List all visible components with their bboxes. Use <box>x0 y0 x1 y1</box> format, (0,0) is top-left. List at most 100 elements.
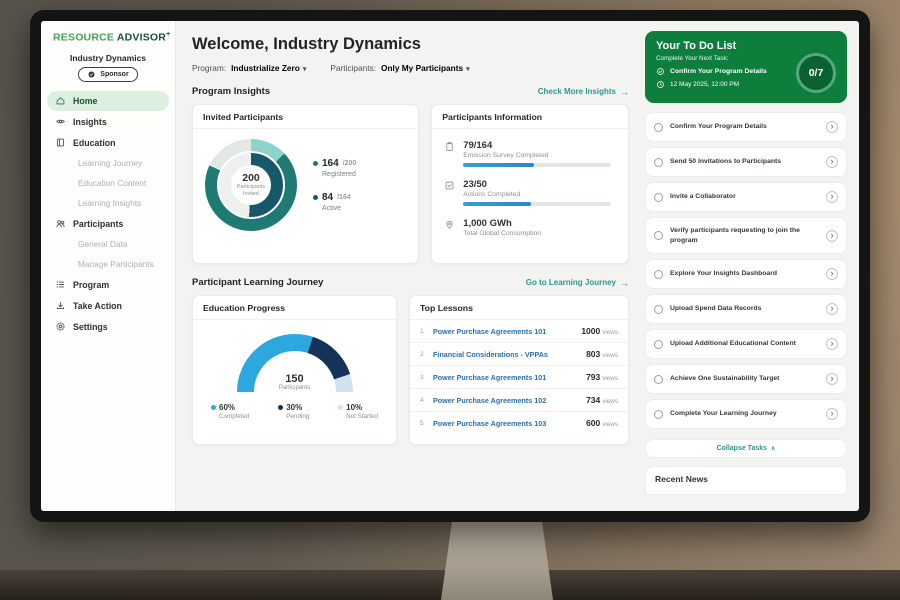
donut-center-value: 200 <box>242 172 260 184</box>
task-checkbox[interactable] <box>654 193 663 202</box>
task-checkbox[interactable] <box>654 340 663 349</box>
sidebar-item-manage-participants[interactable]: Manage Participants <box>47 255 169 274</box>
task-checkbox[interactable] <box>654 270 663 279</box>
chevron-down-icon <box>303 63 307 73</box>
lesson-link[interactable]: Power Purchase Agreements 101 <box>433 373 579 382</box>
sidebar-item-take-action[interactable]: Take Action <box>47 296 169 316</box>
insights-icon <box>55 116 66 127</box>
task-checkbox[interactable] <box>654 305 663 314</box>
sidebar-item-education[interactable]: Education <box>47 133 169 153</box>
task-checkbox[interactable] <box>654 158 663 167</box>
todo-panel: Your To Do List Complete Your Next Task:… <box>643 21 859 511</box>
task-chevron-icon[interactable] <box>826 230 838 242</box>
lesson-link[interactable]: Power Purchase Agreements 102 <box>433 396 579 405</box>
legend-pct: 30% <box>286 403 302 412</box>
card-title: Education Progress <box>193 296 396 320</box>
task-chevron-icon[interactable] <box>826 268 838 280</box>
go-to-learning-journey-link[interactable]: Go to Learning Journey <box>526 278 629 288</box>
donut-center: 200 Participants Invited <box>231 165 271 205</box>
legend-total: /164 <box>337 194 351 201</box>
sidebar-item-program[interactable]: Program <box>47 275 169 295</box>
legend-dot <box>278 405 283 410</box>
arrow-right-icon <box>620 87 629 97</box>
task-item[interactable]: Upload Spend Data Records <box>645 294 847 324</box>
sidebar-item-education-content[interactable]: Education Content <box>47 174 169 193</box>
sidebar-item-label: Learning Insights <box>78 198 141 208</box>
gauge-legend: 60% Completed 30% Pending 10% Not Starte… <box>203 403 386 420</box>
filter-bar: Program: Industrialize Zero Participants… <box>192 63 629 73</box>
task-checkbox[interactable] <box>654 410 663 419</box>
gauge-legend-pending: 30% Pending <box>278 403 309 420</box>
legend-dot <box>338 405 343 410</box>
collapse-tasks-button[interactable]: Collapse Tasks <box>645 439 847 458</box>
task-item[interactable]: Explore Your Insights Dashboard <box>645 259 847 289</box>
stat-value: 79/164 <box>463 140 611 151</box>
sponsor-label: Sponsor <box>100 71 128 78</box>
participants-filter-label: Participants: <box>330 63 376 73</box>
task-checkbox[interactable] <box>654 123 663 132</box>
sidebar-item-learning-journey[interactable]: Learning Journey <box>47 154 169 173</box>
lesson-rank: 4 <box>420 397 426 404</box>
legend-dot <box>313 195 318 200</box>
sidebar-item-participants[interactable]: Participants <box>47 214 169 234</box>
legend-value: 164 <box>322 158 339 169</box>
views-suffix: views <box>602 375 618 382</box>
sidebar-item-label: General Data <box>78 239 127 249</box>
views-suffix: views <box>602 398 618 405</box>
check-more-insights-link[interactable]: Check More Insights <box>538 87 629 97</box>
education-icon <box>55 137 66 148</box>
legend-active: 84 /164 Active <box>313 192 356 212</box>
card-title: Participants Information <box>432 105 628 129</box>
lesson-rank: 3 <box>420 374 426 381</box>
task-item[interactable]: Confirm Your Program Details <box>645 112 847 142</box>
task-item[interactable]: Send 50 Invitations to Participants <box>645 147 847 177</box>
location-pin-icon <box>444 219 455 230</box>
lesson-link[interactable]: Financial Considerations - VPPAs <box>433 350 579 359</box>
task-checkbox[interactable] <box>654 231 663 240</box>
main-content: Welcome, Industry Dynamics Program: Indu… <box>176 21 643 511</box>
lesson-link[interactable]: Power Purchase Agreements 101 <box>433 327 574 336</box>
task-checkbox[interactable] <box>654 375 663 384</box>
stat-label: Actions Completed <box>463 191 611 198</box>
home-icon <box>55 95 66 106</box>
legend-label: Not Started <box>346 413 378 420</box>
sidebar-item-label: Home <box>73 96 97 106</box>
task-chevron-icon[interactable] <box>826 156 838 168</box>
sponsor-badge: Sponsor <box>78 67 137 82</box>
link-label: Check More Insights <box>538 87 616 96</box>
participants-select-value: Only My Participants <box>381 63 463 73</box>
task-chevron-icon[interactable] <box>826 338 838 350</box>
sidebar-item-insights[interactable]: Insights <box>47 112 169 132</box>
participants-select[interactable]: Only My Participants <box>381 63 470 73</box>
sidebar-item-label: Education <box>73 138 116 148</box>
task-item[interactable]: Upload Additional Educational Content <box>645 329 847 359</box>
task-label: Achieve One Sustainability Target <box>670 374 819 384</box>
program-icon <box>55 279 66 290</box>
task-label: Invite a Collaborator <box>670 192 819 202</box>
legend-total: /200 <box>343 160 357 167</box>
task-label: Send 50 Invitations to Participants <box>670 157 819 167</box>
lesson-views: 734views <box>586 395 618 405</box>
task-chevron-icon[interactable] <box>826 408 838 420</box>
recent-news-header: Recent News <box>645 466 847 495</box>
task-chevron-icon[interactable] <box>826 303 838 315</box>
legend-registered: 164 /200 Registered <box>313 158 356 178</box>
task-chevron-icon[interactable] <box>826 121 838 133</box>
sidebar-item-general-data[interactable]: General Data <box>47 235 169 254</box>
legend-pct: 60% <box>219 403 235 412</box>
task-item[interactable]: Invite a Collaborator <box>645 182 847 212</box>
sidebar-item-learning-insights[interactable]: Learning Insights <box>47 194 169 213</box>
lesson-link[interactable]: Power Purchase Agreements 103 <box>433 419 579 428</box>
dashboard-screen: RESOURCE ADVISOR+ Industry Dynamics Spon… <box>41 21 859 511</box>
task-item[interactable]: Verify participants requesting to join t… <box>645 217 847 254</box>
monitor-stand <box>441 520 553 600</box>
sidebar-item-settings[interactable]: Settings <box>47 317 169 337</box>
task-item[interactable]: Achieve One Sustainability Target <box>645 364 847 394</box>
sidebar-item-home[interactable]: Home <box>47 91 169 111</box>
todo-progress-ring: 0/7 <box>796 53 836 93</box>
program-select[interactable]: Industrialize Zero <box>231 63 306 73</box>
task-chevron-icon[interactable] <box>826 191 838 203</box>
task-item[interactable]: Complete Your Learning Journey <box>645 399 847 429</box>
sidebar-item-label: Education Content <box>78 178 146 188</box>
task-chevron-icon[interactable] <box>826 373 838 385</box>
